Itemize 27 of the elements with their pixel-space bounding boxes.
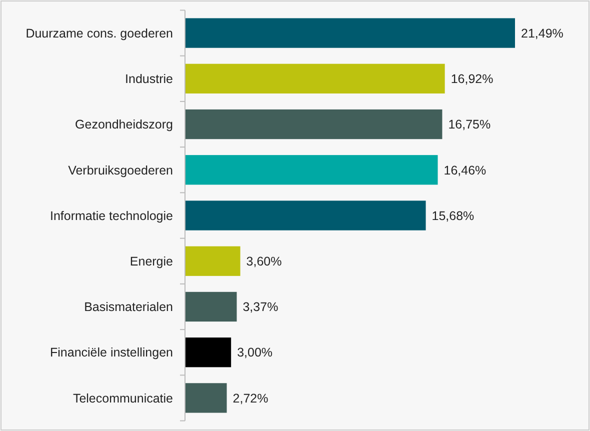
data-label: 15,68% <box>432 208 474 223</box>
y-tick-label: Verbruiksgoederen <box>68 163 174 178</box>
y-tick-label: Telecommunicatie <box>72 391 174 406</box>
bar <box>185 292 237 322</box>
y-tick-label: Industrie <box>125 72 174 86</box>
bar <box>185 246 240 276</box>
bar <box>185 64 445 94</box>
y-tick-label: Gezondheidszorg <box>75 118 174 132</box>
y-tick-label: Duurzame cons. goederen <box>26 26 174 40</box>
bar <box>185 200 426 230</box>
y-tick-label: Basismaterialen <box>84 300 174 314</box>
data-label: 16,92% <box>450 72 494 86</box>
data-label: 16,75% <box>448 118 491 132</box>
bar <box>185 155 438 185</box>
y-tick-label: Informatie technologie <box>50 208 174 223</box>
data-label: 3,00% <box>237 346 273 360</box>
data-label: 3,60% <box>246 254 282 268</box>
y-tick-label: Financiële instellingen <box>50 346 174 360</box>
bar <box>185 109 442 140</box>
y-tick-label: Energie <box>130 254 174 268</box>
data-label: 21,49% <box>521 26 564 40</box>
bar <box>185 383 227 413</box>
data-label: 16,46% <box>444 163 486 178</box>
bar <box>185 338 232 368</box>
data-label: 3,37% <box>242 300 278 314</box>
data-label: 2,72% <box>232 391 268 406</box>
bar <box>185 18 515 48</box>
